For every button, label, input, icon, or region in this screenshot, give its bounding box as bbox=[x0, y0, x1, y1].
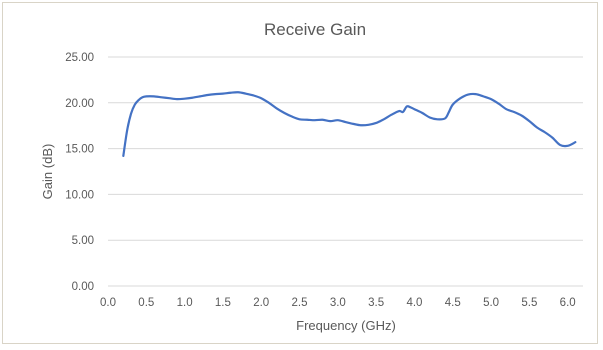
gridlines bbox=[108, 56, 583, 241]
chart-title: Receive Gain bbox=[264, 20, 366, 39]
x-tick-label: 4.0 bbox=[406, 297, 422, 309]
x-tick-label: 5.0 bbox=[483, 297, 499, 309]
x-tick-label: 5.5 bbox=[521, 297, 537, 309]
x-tick-label: 2.5 bbox=[292, 297, 308, 309]
x-tick-label: 3.5 bbox=[368, 297, 384, 309]
y-axis-title: Gain (dB) bbox=[40, 144, 55, 200]
x-tick-label: 3.0 bbox=[330, 297, 346, 309]
y-tick-label: 10.00 bbox=[65, 189, 94, 201]
x-tick-label: 1.0 bbox=[177, 297, 193, 309]
y-tick-label: 5.00 bbox=[72, 235, 94, 247]
y-tick-label: 0.00 bbox=[72, 281, 94, 293]
x-tick-label: 1.5 bbox=[215, 297, 231, 309]
x-axis-title: Frequency (GHz) bbox=[296, 318, 396, 333]
x-tick-label: 6.0 bbox=[560, 297, 576, 309]
x-tick-label: 0.0 bbox=[100, 297, 116, 309]
series-layer bbox=[122, 91, 577, 158]
y-tick-label: 25.00 bbox=[65, 52, 94, 64]
series-line bbox=[122, 91, 577, 158]
x-tick-label: 2.0 bbox=[253, 297, 269, 309]
tick-labels: 0.00 5.00 10.00 15.00 20.00 25.00 0.0 0.5 1.0 1.5… bbox=[65, 52, 575, 309]
y-tick-label: 20.00 bbox=[65, 98, 94, 110]
x-tick-label: 0.5 bbox=[138, 297, 154, 309]
x-tick-label: 4.5 bbox=[445, 297, 461, 309]
y-tick-label: 15.00 bbox=[65, 144, 94, 156]
chart-frame bbox=[2, 2, 598, 344]
